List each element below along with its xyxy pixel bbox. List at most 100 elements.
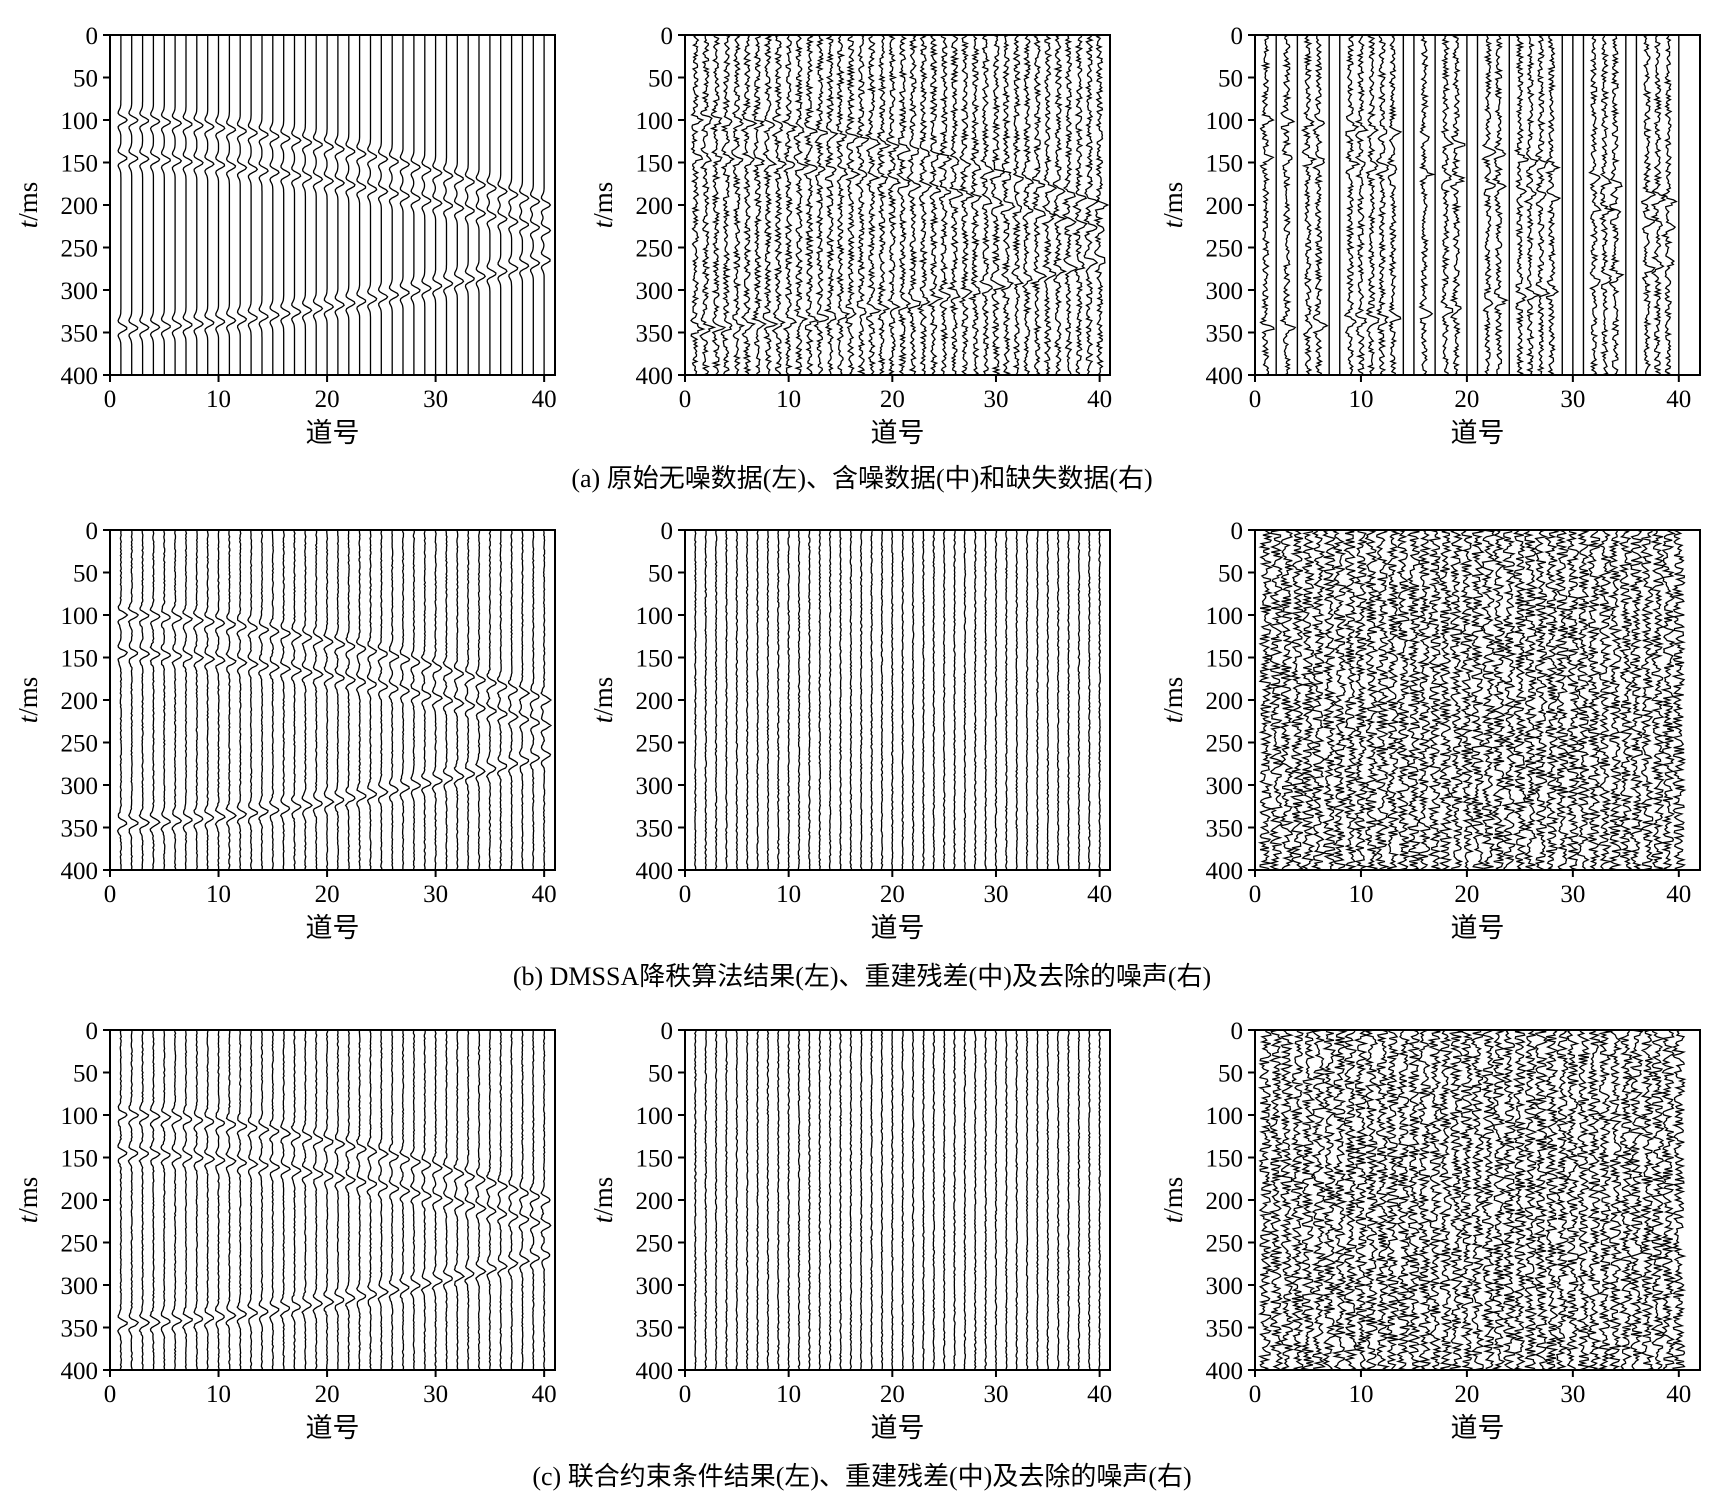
- trace: [844, 34, 861, 376]
- y-tick-label: 150: [1206, 151, 1244, 178]
- trace: [1543, 1029, 1560, 1371]
- trace: [1490, 529, 1507, 871]
- trace: [312, 529, 324, 871]
- trace: [1268, 529, 1284, 871]
- trace: [149, 35, 161, 375]
- trace: [994, 529, 998, 871]
- y-tick-label: 100: [636, 603, 674, 630]
- trace: [896, 34, 912, 376]
- y-tick-label: 300: [1206, 278, 1244, 305]
- trace: [258, 529, 270, 871]
- x-tick-label: 10: [1348, 881, 1373, 908]
- trace: [1046, 529, 1050, 871]
- trace: [1533, 1029, 1550, 1371]
- y-tick-label: 200: [61, 193, 99, 220]
- x-axis-label: 道号: [871, 1413, 925, 1443]
- trace: [963, 530, 967, 871]
- trace: [911, 1029, 915, 1371]
- x-tick-label: 20: [315, 386, 340, 413]
- trace: [1448, 1029, 1465, 1371]
- trace: [1481, 34, 1497, 376]
- y-axis-label: t/ms: [1158, 182, 1188, 229]
- trace: [464, 530, 476, 871]
- y-tick-label: 300: [61, 278, 99, 305]
- trace: [781, 34, 798, 376]
- trace: [953, 1030, 956, 1371]
- trace: [1533, 529, 1549, 871]
- trace: [1289, 529, 1305, 871]
- trace: [388, 35, 400, 375]
- trace: [475, 529, 486, 871]
- x-tick-label: 40: [1666, 881, 1691, 908]
- trace: [1671, 529, 1687, 871]
- trace: [725, 1029, 728, 1370]
- trace: [1011, 34, 1025, 376]
- trace: [1312, 34, 1329, 376]
- x-tick-label: 0: [1249, 386, 1262, 413]
- y-tick-label: 100: [61, 603, 99, 630]
- trace: [725, 529, 728, 871]
- y-tick-label: 250: [61, 236, 99, 263]
- y-tick-label: 250: [636, 236, 674, 263]
- x-tick-label: 0: [1249, 1381, 1262, 1408]
- trace: [171, 35, 183, 375]
- trace: [1077, 529, 1081, 871]
- trace: [1278, 529, 1295, 871]
- y-tick-label: 300: [636, 1273, 674, 1300]
- x-tick-label: 0: [679, 386, 692, 413]
- trace: [475, 35, 487, 375]
- trace: [193, 35, 204, 375]
- x-tick-label: 30: [983, 881, 1008, 908]
- trace: [828, 1029, 832, 1370]
- y-tick-label: 250: [61, 731, 99, 758]
- y-tick-label: 300: [1206, 1273, 1244, 1300]
- x-tick-label: 40: [1087, 386, 1112, 413]
- trace: [890, 529, 894, 870]
- trace: [1374, 1029, 1391, 1371]
- y-tick-label: 250: [636, 1231, 674, 1258]
- trace: [1384, 1029, 1400, 1371]
- trace: [192, 529, 205, 871]
- trace: [1321, 1029, 1337, 1371]
- trace: [1352, 529, 1369, 871]
- trace: [1501, 529, 1518, 871]
- trace: [740, 34, 758, 376]
- trace: [1331, 1029, 1348, 1371]
- plot-frame: [684, 1029, 1111, 1371]
- trace: [922, 1029, 925, 1371]
- trace: [1353, 1029, 1369, 1371]
- y-tick-label: 200: [636, 193, 674, 220]
- trace: [388, 1030, 400, 1371]
- y-tick-label: 50: [648, 561, 673, 588]
- y-tick-label: 100: [61, 108, 99, 135]
- trace: [1660, 1029, 1677, 1371]
- trace: [1061, 34, 1079, 376]
- trace: [1395, 1029, 1411, 1371]
- y-tick-label: 400: [1206, 858, 1244, 885]
- y-tick-label: 400: [636, 858, 674, 885]
- y-axis-label: t/ms: [1158, 1177, 1188, 1224]
- x-axis-label: 道号: [306, 418, 360, 448]
- trace: [859, 1029, 863, 1371]
- trace: [247, 529, 259, 871]
- trace: [859, 529, 863, 871]
- trace: [431, 1030, 443, 1371]
- trace: [496, 1029, 509, 1371]
- trace: [1639, 529, 1655, 871]
- trace: [953, 529, 956, 871]
- y-tick-label: 300: [61, 1273, 99, 1300]
- y-tick-label: 150: [636, 1146, 674, 1173]
- trace: [709, 34, 727, 376]
- trace: [911, 529, 915, 871]
- trace: [1418, 34, 1437, 376]
- trace: [291, 35, 302, 375]
- y-tick-label: 0: [86, 518, 99, 545]
- trace: [1056, 529, 1060, 871]
- trace: [1067, 1029, 1070, 1371]
- y-axis-label: t/ms: [13, 677, 43, 724]
- trace: [735, 1029, 739, 1371]
